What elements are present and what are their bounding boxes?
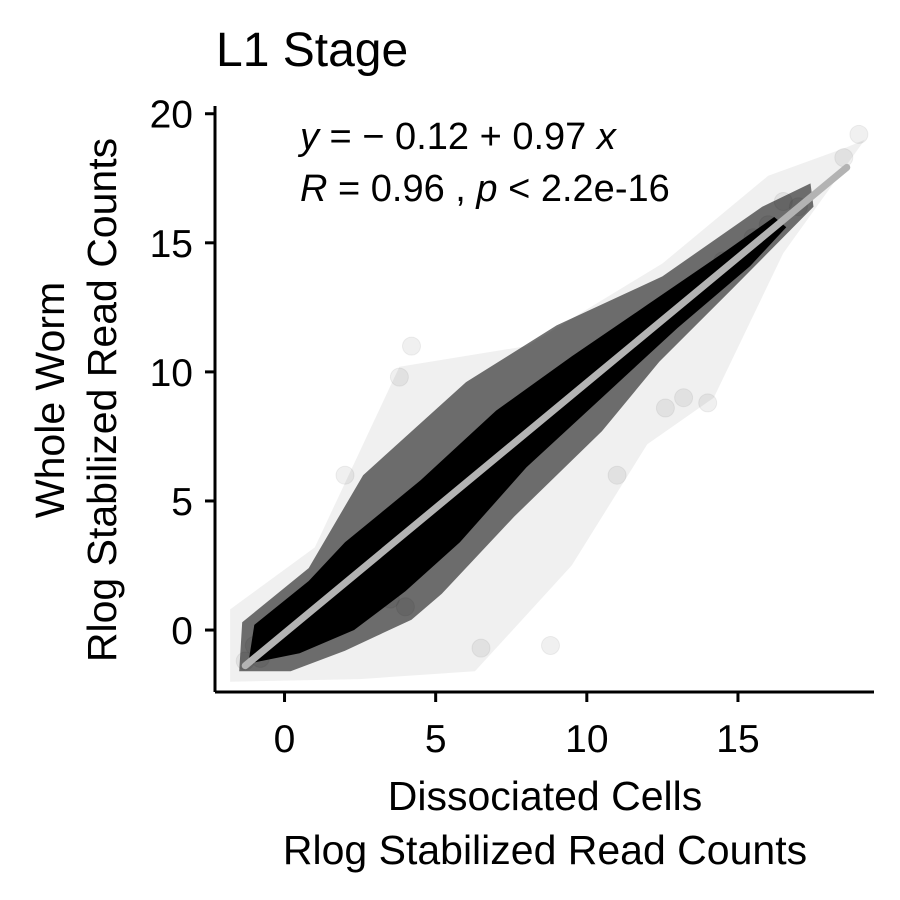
scatter-point: [501, 450, 521, 470]
scatter-point: [411, 491, 431, 511]
scatter-point: [607, 465, 627, 485]
x-tick-label: 10: [565, 718, 608, 761]
scatter-point: [674, 388, 694, 408]
scatter-point: [773, 192, 793, 211]
y-tick-label: 10: [150, 352, 193, 395]
regression-line: [241, 163, 851, 670]
scatter-point: [655, 398, 675, 418]
scatter-point: [350, 543, 370, 563]
equation-body: = − 0.12 + 0.97: [319, 116, 597, 158]
chart-title: L1 Stage: [216, 24, 408, 77]
scatter-point: [456, 457, 476, 477]
scatter-point: [834, 148, 854, 168]
x-tick-label: 0: [274, 718, 296, 761]
y-axis-label-line1: Whole Worm: [27, 282, 73, 518]
regression-equation: y = − 0.12 + 0.97 x: [297, 116, 618, 158]
stats-p-value: < 2.2e-16: [498, 168, 670, 210]
y-tick-label: 0: [171, 610, 193, 653]
scatter-point: [259, 620, 279, 640]
scatter-point: [849, 124, 869, 144]
correlation-stats: R = 0.96 , p < 2.2e-16: [300, 168, 670, 210]
scatter-point: [471, 638, 491, 658]
scatter-point: [698, 393, 718, 413]
scatter-point: [395, 597, 415, 617]
scatter-point: [290, 594, 310, 614]
x-axis: 0 5 10 15 Dissociated Cells Rlog Stabilized…: [215, 690, 874, 873]
plot-area: [230, 124, 869, 682]
scatter-point: [380, 589, 400, 609]
y-tick-label: 20: [150, 94, 193, 137]
scatter-point: [541, 636, 560, 655]
y-tick-label: 5: [171, 481, 193, 524]
stats-r-value: = 0.96 ,: [327, 168, 476, 210]
equation-y-symbol: y: [297, 116, 321, 158]
scatter-point: [486, 434, 506, 454]
stats-r-symbol: R: [300, 168, 327, 210]
y-axis: 0 5 10 15 20 Whole Worm Rlog Stabilized Read…: [27, 94, 217, 692]
y-ticks: 0 5 10 15 20: [150, 94, 215, 653]
regression-annotation: y = − 0.12 + 0.97 x R = 0.96 , p < 2.2e-…: [297, 116, 670, 210]
x-tick-label: 5: [425, 718, 447, 761]
scatter-point: [335, 465, 355, 485]
x-tick-label: 15: [716, 718, 759, 761]
scatter-point: [389, 367, 409, 387]
x-ticks: 0 5 10 15: [274, 692, 760, 761]
equation-x-symbol: x: [595, 116, 618, 158]
x-axis-label-line1: Dissociated Cells: [388, 773, 702, 819]
scatter-point: [402, 336, 421, 356]
x-axis-label-line2: Rlog Stabilized Read Counts: [283, 827, 807, 873]
stats-p-symbol: p: [475, 168, 497, 210]
y-tick-label: 15: [150, 223, 193, 266]
y-axis-label-line2: Rlog Stabilized Read Counts: [79, 138, 125, 662]
